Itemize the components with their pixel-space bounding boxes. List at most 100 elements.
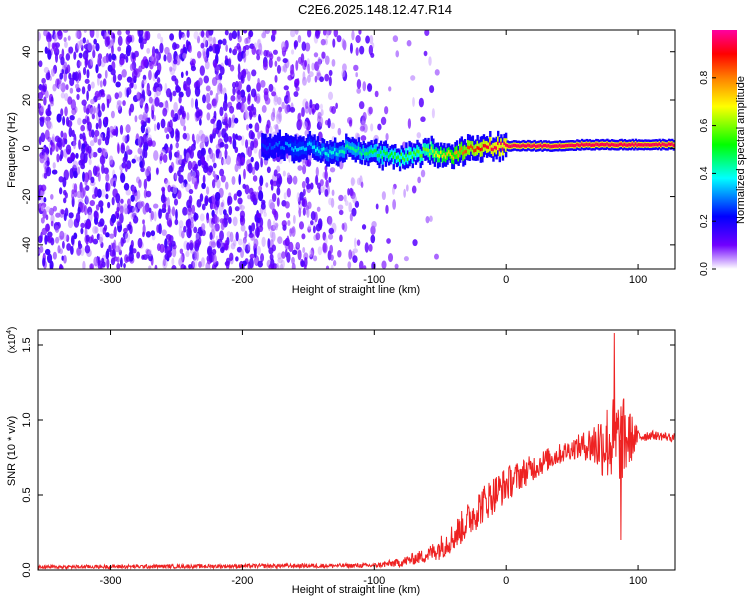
ridge-cell-core [373, 149, 376, 153]
heatmap-cell [391, 186, 395, 195]
heatmap-cell [179, 32, 185, 38]
heatmap-cell [148, 249, 153, 257]
heatmap-cell [428, 56, 432, 66]
heatmap-cell [363, 265, 367, 269]
ridge-cell-core [406, 157, 410, 162]
heatmap-cell [103, 224, 108, 232]
heatmap-cell [236, 135, 243, 141]
heatmap-cell [92, 105, 96, 115]
heatmap-cell [212, 170, 216, 178]
heatmap-cell [244, 110, 250, 120]
heatmap-cell [368, 106, 373, 115]
heatmap-cell [287, 219, 291, 227]
heatmap-cell [46, 110, 52, 117]
ridge-cell-core [574, 143, 577, 148]
heatmap-cell [105, 193, 109, 200]
heatmap-cell [194, 169, 200, 179]
heatmap-cell [395, 50, 400, 58]
heatmap-cell [75, 83, 80, 89]
heatmap-cell [359, 125, 366, 132]
heatmap-cell [207, 165, 214, 173]
heatmap-cell [188, 195, 193, 205]
heatmap-cell [246, 124, 249, 131]
heatmap-cell [386, 238, 391, 244]
heatmap-cell [109, 125, 114, 133]
ridge-cell-core [642, 143, 646, 147]
heatmap-cell [349, 42, 353, 54]
heatmap-cell [195, 232, 200, 240]
ridge-cell-core [620, 142, 623, 146]
heatmap-cell [94, 90, 100, 98]
heatmap-cell [194, 98, 199, 110]
heatmap-cell [392, 199, 397, 210]
heatmap-cell [181, 230, 185, 239]
heatmap-cell [65, 234, 70, 243]
heatmap-cell [115, 193, 121, 204]
heatmap-cell [105, 173, 110, 182]
heatmap-cell [302, 71, 306, 81]
ridge-cell-core [664, 143, 668, 147]
heatmap-cell [240, 89, 246, 98]
snr-x-ticks: -300 -200 -100 0 100 [100, 330, 647, 587]
heatmap-cell [129, 82, 134, 89]
heatmap-cell [117, 30, 122, 36]
heatmap-cell [145, 248, 150, 255]
heatmap-cell [315, 174, 319, 186]
heatmap-cell [38, 189, 41, 200]
heatmap-cell [320, 38, 326, 46]
heatmap-cell [304, 159, 310, 167]
heatmap-cell [325, 265, 330, 269]
heatmap-cell [79, 133, 83, 140]
ridge-cell-core [272, 146, 275, 150]
heatmap-cell [256, 82, 261, 92]
heatmap-cell [267, 238, 271, 249]
heatmap-cell [213, 162, 217, 169]
ridge-cell-core [466, 145, 470, 149]
heatmap-cell [273, 94, 278, 103]
heatmap-cell [403, 256, 409, 262]
heatmap-cell [216, 84, 221, 95]
heatmap-cell [141, 78, 147, 85]
ridge-cell-core [277, 143, 280, 147]
heatmap-cell [76, 190, 82, 199]
heatmap-cell [277, 178, 281, 184]
ridge-cell-core [500, 141, 503, 145]
heatmap-cell [286, 187, 291, 198]
heatmap-cell [247, 146, 253, 158]
heatmap-cell [168, 235, 174, 243]
heatmap-cell [302, 164, 307, 175]
heatmap-cell [248, 232, 254, 238]
heatmap-cell [202, 174, 206, 184]
ridge-cell-core [411, 155, 414, 160]
heatmap-cell [182, 33, 187, 41]
heatmap-cell [290, 49, 295, 55]
heatmap-cell [85, 185, 90, 192]
ridge-cell-core [300, 146, 304, 150]
ridge-cell-core [534, 144, 538, 149]
heatmap-cell [240, 224, 246, 232]
heatmap-cell [181, 252, 185, 263]
ridge-cell-core [302, 146, 305, 150]
heatmap-cell [97, 56, 101, 67]
ridge-cell-core [538, 144, 541, 148]
heatmap-cell [303, 121, 308, 129]
ridge-cell-core [463, 150, 467, 154]
heatmap-cell [207, 247, 212, 257]
heatmap-cell [319, 103, 323, 110]
heatmap-cell [78, 159, 83, 166]
heatmap-cell [272, 49, 278, 55]
heatmap-cell [63, 37, 67, 43]
heatmap-cell [84, 196, 89, 205]
heatmap-cell [51, 42, 56, 50]
heatmap-cell [270, 224, 276, 232]
heatmap-cell [283, 192, 287, 200]
heatmap-cell [328, 69, 333, 77]
heatmap-cell [263, 49, 268, 57]
ridge-cell-core [359, 151, 362, 155]
heatmap-cell [180, 48, 184, 55]
heatmap-cell [126, 34, 133, 43]
ridge-cell-core [390, 151, 394, 156]
ridge-cell-core [447, 150, 451, 154]
heatmap-cell [260, 253, 265, 263]
heatmap-cell [119, 205, 124, 215]
